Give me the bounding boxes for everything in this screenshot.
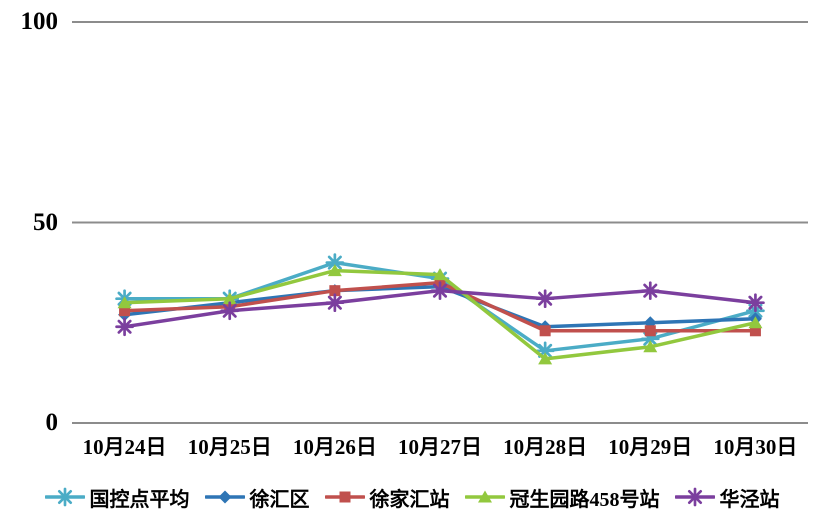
legend-item-guanshengyuan: 冠生园路458号站: [464, 483, 660, 512]
x-axis-tick: 10月26日: [292, 435, 377, 459]
legend-item-guokongdian: 国控点平均: [44, 483, 190, 512]
x-axis-tick: 10月30日: [713, 435, 798, 459]
legend-label: 徐家汇站: [369, 488, 450, 511]
legend-item-xuhuiqu: 徐汇区: [204, 483, 310, 512]
x-axis-tick: 10月27日: [397, 435, 482, 459]
y-axis-tick-50: 50: [33, 209, 58, 236]
x-axis-tick: 10月28日: [503, 435, 588, 459]
asterisk-marker-icon: [674, 487, 715, 507]
legend-label: 国控点平均: [89, 488, 190, 511]
x-axis-tick: 10月29日: [608, 435, 693, 459]
legend-label: 冠生园路458号站: [509, 488, 660, 511]
x-axis-tick: 10月24日: [82, 435, 167, 459]
legend-label: 华泾站: [719, 488, 780, 511]
x-axis-tick: 10月25日: [187, 435, 272, 459]
x-axis-labels: 10月24日 10月25日 10月26日 10月27日 10月28日 10月29…: [72, 432, 808, 462]
legend-label: 徐汇区: [249, 488, 310, 511]
triangle-marker-icon: [464, 490, 505, 503]
diamond-marker-icon: [204, 490, 245, 504]
asterisk-marker-icon: [44, 487, 85, 507]
legend-item-xujiahui: 徐家汇站: [324, 483, 450, 512]
legend: 国控点平均 徐汇区 徐家汇站 冠生园路458号站 华泾站: [0, 476, 824, 518]
y-axis-tick-100: 100: [20, 8, 59, 35]
square-marker-icon: [324, 491, 365, 503]
legend-item-huajing: 华泾站: [674, 483, 780, 512]
y-axis-tick-0: 0: [45, 409, 59, 436]
